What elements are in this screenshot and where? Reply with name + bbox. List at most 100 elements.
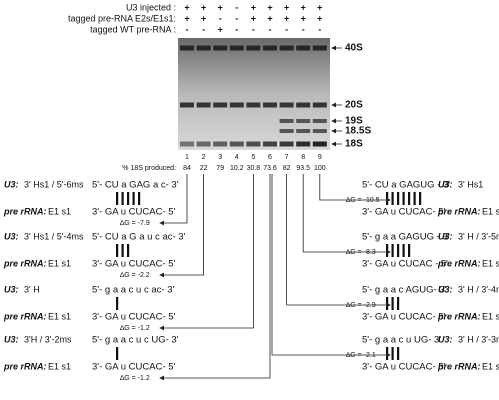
rrna-construct: E1 s1 bbox=[48, 258, 71, 268]
yield-value: 73.6 bbox=[263, 165, 277, 172]
pair-bar bbox=[116, 244, 119, 257]
u3-prefix: U3: bbox=[4, 179, 19, 189]
u3-construct: 3' H / 3'-3ms bbox=[458, 334, 499, 344]
pair-bar bbox=[391, 244, 394, 257]
seq-bottom: 3'- GA u CUCAC- 5' bbox=[362, 362, 446, 373]
lane-arrow bbox=[159, 174, 205, 278]
seq-top: 5'- CU a G a u c ac- 3' bbox=[92, 232, 186, 243]
gel-band bbox=[263, 45, 277, 51]
lane-number: 6 bbox=[268, 154, 272, 161]
gel-band bbox=[196, 141, 211, 147]
seq-top: 5'- g a a c AGUG- 3' bbox=[362, 285, 447, 296]
rrna-prefix: pre rRNA: bbox=[3, 361, 47, 371]
seq-top: 5'- g a a c u UG- 3' bbox=[362, 335, 441, 346]
lane-sign: + bbox=[251, 2, 256, 12]
lane-arrow bbox=[319, 174, 391, 203]
rrna-prefix: pre rRNA: bbox=[437, 258, 481, 268]
gel-band bbox=[279, 141, 294, 147]
pair-bar bbox=[408, 244, 411, 257]
gel-band bbox=[229, 102, 244, 108]
u3-construct: 3' Hs1 / 5'-4ms bbox=[24, 231, 84, 241]
gel-band bbox=[279, 119, 294, 123]
lane-sign: + bbox=[317, 13, 322, 23]
lane-arrow bbox=[302, 174, 391, 255]
band-label: 18.5S bbox=[345, 126, 371, 137]
u3-construct: 3' H / 3'-5ms bbox=[458, 231, 499, 241]
yield-value: 30.8 bbox=[247, 165, 261, 172]
lane-sign: + bbox=[251, 13, 256, 23]
pair-bar bbox=[397, 297, 400, 310]
lane-arrow bbox=[286, 174, 391, 308]
seq-bottom: 3'- GA u CUCAC- 5' bbox=[92, 259, 176, 270]
lane-sign: - bbox=[252, 24, 255, 34]
rrna-prefix: pre rRNA: bbox=[3, 258, 47, 268]
pair-bar bbox=[397, 244, 400, 257]
rrna-construct: E1 s1 bbox=[48, 361, 71, 371]
gel-band bbox=[296, 119, 311, 123]
lane-sign: - bbox=[219, 13, 222, 23]
lane-number: 4 bbox=[235, 154, 239, 161]
band-label: 19S bbox=[345, 116, 363, 127]
lane-sign: - bbox=[285, 24, 288, 34]
lane-number: 5 bbox=[251, 154, 255, 161]
yield-value: 79 bbox=[216, 165, 224, 172]
u3-prefix: U3: bbox=[438, 179, 453, 189]
pair-bar bbox=[402, 192, 405, 205]
lane-arrow bbox=[159, 174, 188, 226]
pair-bar bbox=[408, 192, 411, 205]
delta-g: ∆G = -7.9 bbox=[120, 220, 150, 227]
band-label: 20S bbox=[345, 100, 363, 111]
seq-bottom: 3'- GA u CUCAC- 5' bbox=[92, 312, 176, 323]
rrna-construct: E1 s1 bbox=[482, 361, 499, 371]
u3-prefix: U3: bbox=[438, 284, 453, 294]
rrna-prefix: pre rRNA: bbox=[3, 311, 47, 321]
u3-prefix: U3: bbox=[4, 284, 19, 294]
gel-band bbox=[296, 141, 311, 147]
gel-band bbox=[263, 102, 277, 108]
pair-bar bbox=[386, 192, 389, 205]
lane-number: 7 bbox=[285, 154, 289, 161]
pair-bar bbox=[127, 192, 130, 205]
gel-band bbox=[279, 45, 294, 51]
rrna-prefix: pre rRNA: bbox=[437, 206, 481, 216]
rrna-construct: E1 s1 bbox=[482, 258, 499, 268]
pair-bar bbox=[413, 192, 416, 205]
seq-bottom: 3'- GA u CUCAC- 5' bbox=[92, 207, 176, 218]
gel-band bbox=[246, 102, 261, 108]
gel-band bbox=[312, 141, 327, 147]
lane-sign: - bbox=[318, 24, 321, 34]
seq-top: 5'- g a a c u c UG- 3' bbox=[92, 335, 179, 346]
pair-bar bbox=[391, 347, 394, 360]
pair-bar bbox=[121, 244, 124, 257]
yield-label: % 18S produced: bbox=[122, 165, 176, 172]
pair-bar bbox=[132, 192, 135, 205]
u3-construct: 3' H bbox=[24, 284, 40, 294]
seq-top: 5'- CU a GAGUG - 3' bbox=[362, 180, 450, 191]
gel-band bbox=[246, 141, 261, 147]
yield-value: 10.2 bbox=[230, 165, 244, 172]
lane-sign: - bbox=[235, 2, 238, 12]
row-label: tagged pre-RNA E2s/E1s1: bbox=[68, 13, 176, 23]
gel-band bbox=[213, 45, 228, 51]
lane-arrow bbox=[159, 174, 254, 331]
gel-band bbox=[263, 141, 277, 147]
lane-sign: + bbox=[284, 13, 289, 23]
lane-sign: + bbox=[267, 13, 272, 23]
pair-bar bbox=[386, 297, 389, 310]
gel-band bbox=[180, 45, 194, 51]
u3-construct: 3' Hs1 bbox=[458, 179, 483, 189]
lane-sign: + bbox=[301, 2, 306, 12]
gel-band bbox=[180, 102, 194, 108]
pair-bar bbox=[419, 192, 422, 205]
delta-g: ∆G = -1.2 bbox=[120, 375, 150, 382]
lane-sign: + bbox=[317, 2, 322, 12]
yield-value: 82 bbox=[283, 165, 291, 172]
pair-bar bbox=[391, 192, 394, 205]
gel-band bbox=[180, 141, 194, 147]
lane-sign: + bbox=[201, 2, 206, 12]
lane-sign: + bbox=[218, 24, 223, 34]
band-label: 40S bbox=[345, 43, 363, 54]
lane-number: 2 bbox=[202, 154, 206, 161]
lane-number: 8 bbox=[301, 154, 305, 161]
rrna-construct: E1 s1 bbox=[482, 206, 499, 216]
